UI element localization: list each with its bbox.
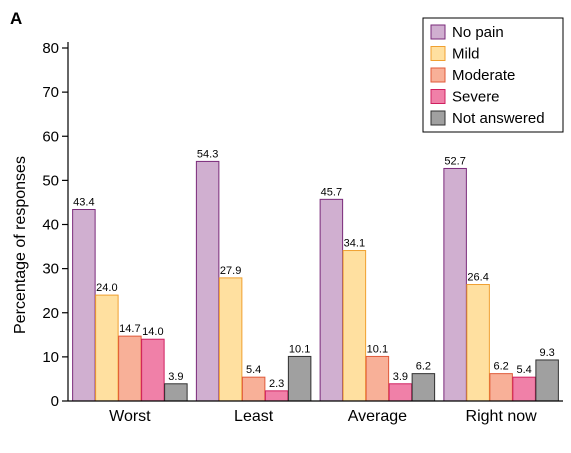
bar-moderate-least xyxy=(241,376,266,402)
bar-severe-worst xyxy=(141,338,165,402)
x-category-label: Least xyxy=(234,408,274,425)
legend-box xyxy=(422,17,564,133)
data-label: 6.2 xyxy=(416,361,431,373)
legend-label: No pain xyxy=(452,24,504,41)
x-category-label: Average xyxy=(348,408,407,425)
y-tick-label: 30 xyxy=(42,261,59,278)
bar-severe-average xyxy=(388,383,413,402)
y-axis: 0 10 20 30 40 50 60 70 80 xyxy=(42,40,69,410)
y-tick-label: 0 xyxy=(51,393,59,410)
data-label: 24.0 xyxy=(96,282,117,294)
data-label: 54.3 xyxy=(197,148,218,160)
bar-moderate-average xyxy=(365,355,390,402)
panel-label: A xyxy=(10,9,22,28)
bar-no-pain-least xyxy=(195,160,220,402)
bar-severe-least xyxy=(264,390,289,402)
bar-mild-least xyxy=(218,277,243,402)
bars-group: 43.4 24.0 14.7 14.0 3.9 54.3 27.9 5.4 2.3 10.1 45.… xyxy=(72,148,559,402)
bar-severe-right-now xyxy=(512,376,536,402)
legend-label: Severe xyxy=(452,89,500,106)
bar-moderate-worst xyxy=(118,335,142,402)
data-label: 14.0 xyxy=(142,326,163,338)
legend-label: Moderate xyxy=(452,67,515,84)
y-tick-label: 80 xyxy=(42,40,59,57)
y-tick-label: 10 xyxy=(42,349,59,366)
legend-swatch xyxy=(430,110,446,126)
data-label: 14.7 xyxy=(119,323,140,335)
data-label: 26.4 xyxy=(467,272,488,284)
legend-swatch xyxy=(430,67,446,83)
legend-swatch xyxy=(430,89,446,104)
data-label: 5.4 xyxy=(516,364,531,376)
x-category-label: Worst xyxy=(109,408,151,425)
bar-mild-average xyxy=(342,250,367,402)
bar-not-answered-least xyxy=(287,355,312,402)
data-label: 6.2 xyxy=(493,361,508,373)
bar-moderate-right-now xyxy=(489,373,513,402)
legend-label: Mild xyxy=(452,46,480,63)
x-category-label: Right now xyxy=(466,408,538,425)
bar-no-pain-right-now xyxy=(443,167,467,402)
data-label: 9.3 xyxy=(539,347,554,359)
legend: No pain Mild Moderate Severe Not answered xyxy=(422,17,564,133)
y-tick-label: 20 xyxy=(42,305,59,322)
legend-swatch xyxy=(430,46,446,61)
bar-not-answered-average xyxy=(411,373,436,402)
y-tick-label: 40 xyxy=(42,217,59,234)
data-label: 10.1 xyxy=(367,343,388,355)
data-label: 10.1 xyxy=(289,343,310,355)
data-label: 45.7 xyxy=(321,186,342,198)
data-label: 3.9 xyxy=(168,371,183,383)
y-axis-label: Percentage of responses xyxy=(12,156,29,334)
legend-label: Not answered xyxy=(452,110,545,127)
bar-no-pain-average xyxy=(319,198,344,402)
data-label: 27.9 xyxy=(220,265,241,277)
data-label: 34.1 xyxy=(344,238,365,250)
data-label: 43.4 xyxy=(73,196,94,208)
x-axis: Worst Least Average Right now xyxy=(68,400,563,425)
bar-mild-right-now xyxy=(466,284,490,402)
y-tick-label: 70 xyxy=(42,84,59,101)
y-tick-label: 60 xyxy=(42,128,59,145)
data-label: 3.9 xyxy=(393,371,408,383)
bar-not-answered-worst xyxy=(164,383,188,402)
data-label: 5.4 xyxy=(246,364,261,376)
y-tick-label: 50 xyxy=(42,172,59,189)
legend-swatch xyxy=(430,24,446,40)
bar-mild-worst xyxy=(95,294,119,402)
bar-no-pain-worst xyxy=(72,208,96,402)
data-label: 52.7 xyxy=(444,155,465,167)
bar-not-answered-right-now xyxy=(535,359,559,402)
data-label: 2.3 xyxy=(269,378,284,390)
